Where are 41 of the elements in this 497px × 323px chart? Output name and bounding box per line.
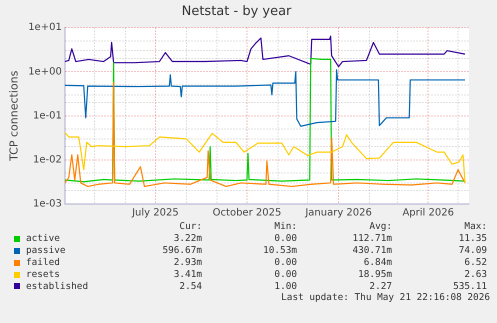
x-tick-label: April 2026	[402, 208, 454, 219]
text: 2.27	[368, 280, 392, 292]
text: 0.00	[273, 268, 297, 281]
y-tick-label: 1e-03	[32, 198, 62, 210]
text: Max:	[463, 221, 487, 233]
text: 18.95m	[357, 268, 392, 281]
x-tick-label: July 2025	[131, 208, 179, 219]
legend-label: established	[25, 280, 90, 292]
legend-label: resets	[25, 268, 61, 281]
text: 2.93m	[172, 256, 202, 269]
y-tick-label: 1e-01	[32, 110, 62, 122]
y-tick-label: 1e+01	[28, 22, 62, 34]
text: Cur:	[178, 221, 202, 233]
text: 3.22m	[172, 232, 202, 245]
text: 535.11	[452, 280, 487, 292]
text: 10.53m	[262, 244, 297, 257]
text: 112.71m	[351, 232, 392, 245]
text: 596.67m	[161, 244, 202, 257]
x-tick-label: October 2025	[212, 208, 282, 219]
text: 6.84m	[362, 256, 392, 269]
legend-label: failed	[25, 256, 61, 269]
text: 2.63	[463, 268, 487, 281]
text: 0.00	[273, 232, 297, 245]
text: 430.71m	[351, 244, 392, 257]
text: 1.00	[273, 280, 297, 292]
text: 74.09	[458, 244, 487, 257]
text: 2.54	[178, 280, 202, 292]
text: 11.35	[458, 232, 487, 245]
legend-label: passive	[25, 244, 67, 257]
x-tick-label: January 2026	[304, 208, 372, 219]
chart-title: Netstat - by year	[182, 4, 292, 20]
text: Avg:	[368, 221, 392, 233]
text: Min:	[273, 221, 297, 233]
text: Last update: Thu May 21 22:16:08 2026	[280, 292, 490, 304]
y-axis-title: TCP connections	[7, 70, 20, 162]
legend-label: active	[25, 232, 61, 245]
text: 3.41m	[172, 268, 202, 281]
text: 0.00	[273, 256, 297, 269]
y-tick-label: 1e-02	[32, 154, 62, 166]
y-tick-label: 1e+00	[28, 66, 62, 78]
text: 6.52	[463, 256, 487, 269]
